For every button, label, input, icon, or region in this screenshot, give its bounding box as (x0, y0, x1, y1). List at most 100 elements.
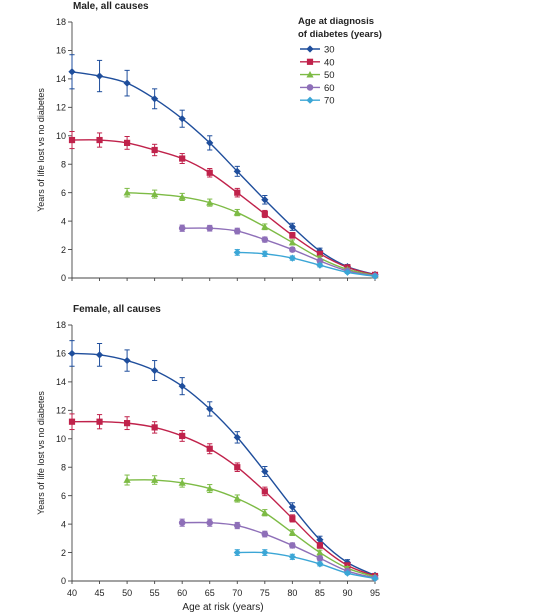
female-point-50 (233, 494, 241, 502)
male-point-40 (123, 139, 131, 146)
male-panel: Male, all causes Years of life lost vs n… (36, 1, 379, 283)
female-series-70-line (237, 551, 376, 580)
female-y-tick-label: 6 (61, 491, 66, 501)
female-point-30 (233, 433, 241, 441)
female-point-70 (288, 553, 296, 561)
female-point-30 (288, 503, 296, 511)
male-series-50-line (127, 191, 376, 277)
male-point-30 (123, 79, 131, 87)
female-point-30 (123, 356, 131, 365)
female-y-tick-label: 2 (61, 548, 66, 558)
male-y-tick-label: 4 (61, 216, 66, 226)
female-series-50-line (127, 479, 376, 578)
female-point-30 (95, 351, 104, 359)
female-point-70 (316, 560, 324, 568)
female-series-70 (233, 548, 379, 583)
female-data-marks (68, 340, 379, 583)
male-y-tick-label: 6 (61, 188, 66, 198)
female-series-40-line (71, 420, 376, 577)
female-x-tick-label: 90 (342, 588, 352, 598)
male-y-tick-label: 18 (56, 17, 66, 27)
legend: Age at diagnosis of diabetes (years) 304… (298, 16, 382, 107)
female-point-30 (206, 405, 214, 413)
female-point-40 (316, 542, 324, 549)
male-point-40 (261, 210, 268, 218)
female-point-60 (178, 519, 186, 526)
male-point-30 (233, 167, 241, 175)
male-point-60 (233, 227, 241, 235)
male-data-marks (68, 54, 379, 280)
female-axes: 0 2 4 6 8 10 12 14 16 18 40 45 50 55 60 65 70 75 80 85 90 95 (56, 320, 380, 598)
female-x-tick-label: 75 (260, 588, 270, 598)
female-point-40 (261, 488, 268, 495)
legend-entry-40: 40 (300, 57, 335, 68)
male-point-50 (178, 193, 186, 200)
male-point-30 (261, 196, 269, 204)
female-series-30-line (71, 352, 376, 576)
male-point-50 (206, 199, 214, 206)
legend-marker-30 (306, 45, 314, 53)
female-y-tick-label: 4 (61, 519, 66, 529)
female-point-50 (288, 529, 296, 536)
male-series-70 (233, 248, 379, 280)
female-y-tick-label: 8 (61, 462, 66, 472)
male-point-60 (289, 246, 296, 253)
male-point-40 (289, 232, 296, 239)
male-axes: 0 2 4 6 8 10 12 14 16 18 (56, 17, 376, 283)
male-point-60 (178, 224, 186, 232)
male-point-40 (68, 136, 76, 144)
female-point-30 (68, 349, 76, 358)
male-point-70 (288, 254, 296, 262)
legend-title-line1: Age at diagnosis (298, 16, 374, 27)
female-series-40 (68, 413, 379, 580)
female-x-tick-label: 80 (287, 588, 297, 598)
male-y-tick-label: 14 (56, 74, 66, 84)
female-point-60 (233, 522, 241, 529)
male-point-70 (371, 272, 379, 280)
female-point-40 (206, 445, 213, 452)
female-x-tick-label: 55 (150, 588, 160, 598)
legend-marker-60 (306, 84, 314, 91)
female-point-40 (151, 424, 158, 431)
female-y-tick-label: 16 (56, 349, 66, 359)
female-point-60 (261, 530, 269, 538)
male-y-tick-label: 12 (56, 103, 66, 113)
female-x-tick-label: 70 (232, 588, 242, 598)
female-y-tick-label: 14 (56, 377, 66, 387)
female-point-40 (96, 418, 103, 425)
male-point-40 (96, 136, 103, 144)
female-y-tick-label: 0 (61, 576, 66, 586)
male-point-70 (261, 250, 269, 258)
legend-label-50: 50 (324, 70, 335, 81)
male-point-70 (233, 248, 241, 256)
male-point-50 (288, 238, 296, 246)
female-y-tick-label: 12 (56, 406, 66, 416)
female-point-60 (289, 542, 296, 549)
male-y-tick-label: 8 (61, 159, 66, 169)
female-point-40 (234, 464, 241, 471)
female-x-tick-label: 50 (122, 588, 132, 598)
legend-label-40: 40 (324, 57, 335, 68)
female-point-50 (151, 476, 159, 483)
male-y-tick-label: 10 (56, 131, 66, 141)
female-x-tick-label: 95 (370, 588, 380, 598)
female-x-tick-label: 85 (315, 588, 325, 598)
female-x-tick-label: 60 (177, 588, 187, 598)
legend-title-line2: of diabetes (years) (298, 29, 382, 40)
female-series-30 (68, 340, 379, 579)
female-point-70 (233, 548, 241, 557)
female-point-60 (206, 519, 214, 526)
female-x-tick-label: 65 (205, 588, 215, 598)
legend-marker-40 (306, 58, 314, 65)
female-x-tick-label: 40 (67, 588, 77, 598)
male-panel-title: Male, all causes (73, 1, 149, 12)
female-point-40 (179, 432, 186, 440)
male-point-30 (68, 68, 76, 76)
legend-marker-50 (306, 71, 314, 78)
female-point-40 (123, 420, 131, 427)
legend-label-30: 30 (324, 45, 335, 56)
female-series-50 (123, 474, 379, 580)
legend-marker-70 (306, 96, 314, 104)
female-point-70 (371, 574, 379, 583)
